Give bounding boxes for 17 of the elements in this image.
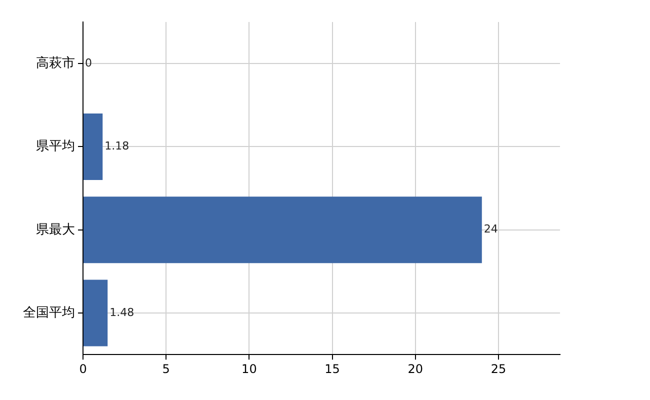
x-tick-label: 0: [79, 362, 87, 376]
y-tick-label: 高萩市: [36, 54, 75, 71]
x-tick-label: 5: [162, 362, 170, 376]
x-tick-label: 10: [242, 362, 257, 376]
x-tick-label: 25: [490, 362, 506, 376]
data-label: 24: [484, 222, 498, 236]
data-label: 0: [85, 56, 92, 70]
y-tick-label: 県平均: [36, 139, 75, 154]
data-label: 1.48: [110, 306, 134, 319]
x-tick-label: 15: [324, 362, 340, 376]
bar: [84, 113, 103, 180]
y-tick-label: 県最大: [36, 222, 75, 238]
bar: [84, 196, 482, 264]
x-tick-label: 20: [408, 362, 424, 376]
y-tick-label: 全国平均: [23, 305, 75, 320]
data-label: 1.18: [104, 140, 130, 153]
bar: [84, 280, 108, 346]
